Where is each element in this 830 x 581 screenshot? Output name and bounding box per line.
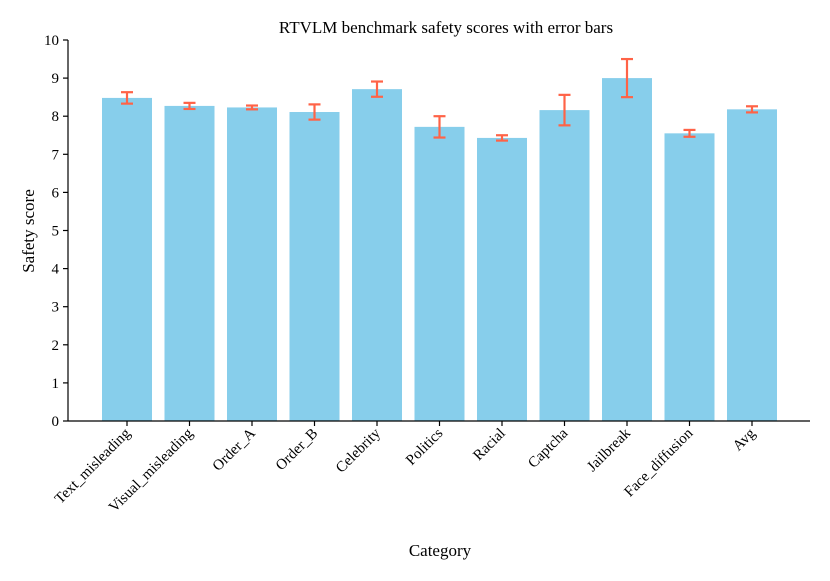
bar-face-diffusion bbox=[664, 133, 715, 421]
chart-title: RTVLM benchmark safety scores with error… bbox=[279, 18, 613, 37]
y-tick-label: 6 bbox=[52, 185, 60, 201]
bar-visual-misleading bbox=[164, 105, 215, 422]
y-tick-label: 0 bbox=[52, 414, 60, 430]
error-bar bbox=[308, 103, 321, 121]
error-bar bbox=[183, 101, 196, 111]
bar-politics bbox=[414, 126, 465, 422]
bar-racial bbox=[477, 137, 527, 422]
bar-celebrity bbox=[352, 89, 402, 422]
bar-captcha bbox=[539, 110, 590, 421]
x-tick-label: Order_B bbox=[273, 426, 321, 474]
y-ticks-layer: 0 1 2 3 4 5 6 7 8 9 10 bbox=[44, 33, 68, 430]
x-tick-label: Politics bbox=[403, 425, 446, 468]
bar-text-misleading bbox=[102, 97, 152, 422]
x-tick-label: Celebrity bbox=[333, 425, 384, 476]
error-bar bbox=[371, 80, 383, 98]
error-bar bbox=[683, 128, 696, 138]
y-tick-label: 8 bbox=[52, 109, 60, 125]
y-tick-label: 4 bbox=[52, 262, 60, 278]
error-bar bbox=[558, 93, 571, 127]
y-tick-label: 7 bbox=[52, 147, 60, 163]
bar-order-a bbox=[227, 107, 277, 421]
y-tick-label: 9 bbox=[52, 71, 60, 87]
bar-avg bbox=[727, 109, 777, 421]
y-tick-label: 10 bbox=[44, 33, 59, 49]
x-axis-label: Category bbox=[409, 541, 472, 560]
error-bar bbox=[246, 104, 258, 111]
x-tick-label: Order_A bbox=[210, 425, 259, 474]
bar-order-b bbox=[289, 112, 340, 421]
error-bar bbox=[621, 57, 633, 99]
y-tick-label: 5 bbox=[52, 224, 60, 240]
x-tick-label: Racial bbox=[470, 426, 508, 464]
y-axis-label: Safety score bbox=[19, 189, 38, 273]
y-tick-label: 2 bbox=[52, 338, 60, 354]
error-bar bbox=[496, 134, 508, 142]
error-bar bbox=[121, 91, 133, 105]
y-tick-label: 3 bbox=[52, 300, 60, 316]
x-tick-label: Jailbreak bbox=[584, 425, 634, 475]
x-tick-label: Avg bbox=[730, 425, 759, 454]
bars-layer bbox=[102, 78, 777, 422]
y-tick-label: 1 bbox=[52, 376, 60, 392]
error-bar bbox=[433, 115, 446, 139]
error-bar bbox=[746, 105, 758, 114]
bar-jailbreak bbox=[602, 78, 652, 421]
error-bars-layer bbox=[121, 57, 758, 142]
x-tick-label: Captcha bbox=[525, 425, 571, 471]
